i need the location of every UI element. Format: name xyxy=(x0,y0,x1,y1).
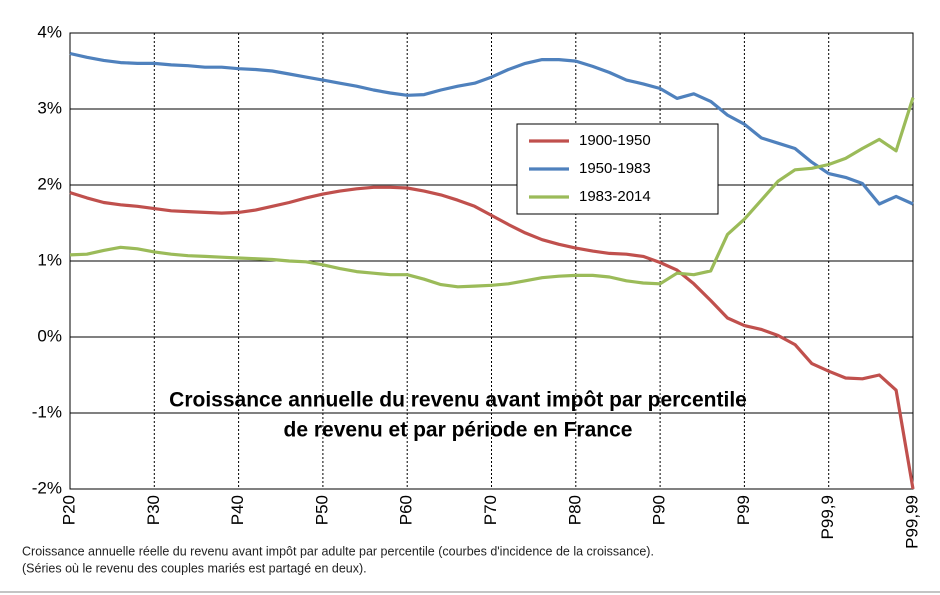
x-tick-label: P60 xyxy=(397,495,416,525)
x-tick-label: P20 xyxy=(59,495,78,525)
y-tick-label: -1% xyxy=(32,402,62,421)
footnote: (Séries où le revenu des couples mariés … xyxy=(22,561,367,575)
y-tick-label: 1% xyxy=(37,250,62,269)
legend-label: 1900-1950 xyxy=(579,132,651,149)
x-tick-label: P50 xyxy=(312,495,331,525)
y-tick-label: 3% xyxy=(37,98,62,117)
y-tick-label: 0% xyxy=(37,326,62,345)
x-tick-label: P99,9 xyxy=(818,495,837,539)
legend-label: 1950-1983 xyxy=(579,160,651,177)
footnote: Croissance annuelle réelle du revenu ava… xyxy=(22,544,654,558)
x-tick-label: P99 xyxy=(734,495,753,525)
series-line xyxy=(69,97,915,289)
plot-frame xyxy=(69,32,914,490)
x-tick-label: P80 xyxy=(565,495,584,525)
y-tick-label: 2% xyxy=(37,174,62,193)
x-tick-label: P99,99 xyxy=(902,495,921,549)
y-tick-label: 4% xyxy=(37,22,62,41)
chart-title: de revenu et par période en France xyxy=(284,419,633,442)
x-tick-label: P70 xyxy=(481,495,500,525)
x-tick-label: P90 xyxy=(650,495,669,525)
x-tick-label: P40 xyxy=(228,495,247,525)
legend-label: 1983-2014 xyxy=(579,188,651,205)
series-line xyxy=(69,185,915,490)
chart-title: Croissance annuelle du revenu avant impô… xyxy=(169,389,747,412)
series-line xyxy=(69,51,914,206)
x-tick-label: P30 xyxy=(144,495,163,525)
y-tick-label: -2% xyxy=(32,478,62,497)
